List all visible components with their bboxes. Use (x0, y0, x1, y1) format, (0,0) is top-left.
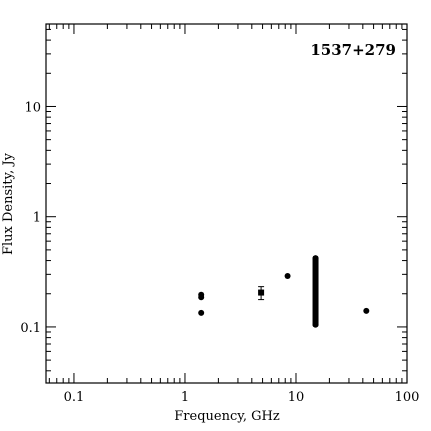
data-point (198, 309, 205, 316)
data-point (198, 294, 205, 301)
x-tick-labels: 0.1 1 10 100 (64, 390, 420, 405)
x-tick-label: 1 (181, 390, 189, 405)
y-axis-label: Flux Density, Jy (1, 152, 16, 255)
source-name-label: 1537+279 (310, 41, 396, 59)
x-tick-label: 0.1 (64, 390, 85, 405)
y-tick-label: 0.1 (20, 321, 41, 336)
x-axis-label: Frequency, GHz (174, 409, 280, 424)
x-tick-label: 100 (395, 390, 420, 405)
plot-frame (45, 23, 408, 384)
y-tick-label: 10 (24, 100, 41, 115)
x-tick-label: 10 (288, 390, 305, 405)
axis-ticks (46, 24, 408, 383)
y-tick-label: 1 (33, 211, 41, 226)
y-tick-labels: 0.1 1 10 (20, 100, 41, 335)
data-point (312, 321, 319, 328)
data-point (258, 289, 265, 296)
data-point (284, 272, 291, 279)
data-point (312, 255, 319, 262)
data-points (198, 255, 370, 328)
data-point (363, 307, 370, 314)
